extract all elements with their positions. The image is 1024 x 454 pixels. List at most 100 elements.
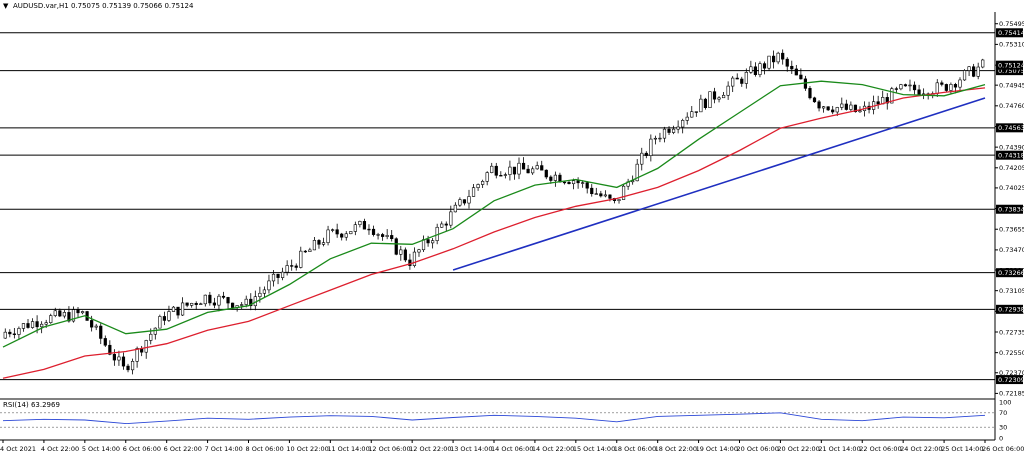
trendline <box>452 97 986 271</box>
candle-body <box>799 74 803 80</box>
candle-body <box>171 306 176 312</box>
candle-body <box>421 239 426 251</box>
candle-body <box>685 116 689 121</box>
time-tick-label: 4 Oct 2021 <box>0 445 36 453</box>
rsi-level-label: 0 <box>999 434 1003 442</box>
candle-body <box>331 229 335 231</box>
candle-body <box>785 58 789 67</box>
candle-body <box>890 88 894 104</box>
candle-body <box>385 235 389 237</box>
candle-body <box>121 356 126 367</box>
candle-body <box>417 249 421 253</box>
candle-body <box>962 70 967 81</box>
level-badge <box>996 150 1023 160</box>
candle-body <box>294 265 298 268</box>
candle-body <box>221 295 226 298</box>
candle-body <box>972 66 976 77</box>
candle-body <box>44 322 48 325</box>
candle-body <box>462 199 467 204</box>
candle-body <box>449 211 453 226</box>
candle-body <box>49 315 53 323</box>
candle-body <box>431 240 435 244</box>
candle-body <box>321 242 326 245</box>
time-tick-label: 20 Oct 06:00 <box>737 445 779 453</box>
time-tick-label: 14 Oct 06:00 <box>491 445 533 453</box>
candle-body <box>494 165 498 176</box>
candle-body <box>831 109 835 113</box>
candle-body <box>508 166 512 175</box>
candle-body <box>490 165 494 173</box>
candle-body <box>694 111 698 113</box>
candle-body <box>835 107 839 113</box>
candle-body <box>158 316 162 329</box>
candle-body <box>590 187 594 195</box>
candle-body <box>808 88 812 99</box>
candle-body <box>108 344 112 355</box>
candle-body <box>608 194 612 199</box>
candle-body <box>126 365 130 371</box>
candle-body <box>617 199 621 201</box>
level-badge-label: 0.73834 <box>998 206 1024 214</box>
candle-body <box>894 88 898 90</box>
candle-body <box>499 175 503 177</box>
price-tick-label: 0.72550 <box>999 349 1024 357</box>
time-tick-label: 21 Oct 14:00 <box>818 445 860 453</box>
symbol-info: AUDUSD.var,H1 0.75075 0.75139 0.75066 0.… <box>13 2 194 10</box>
candle-body <box>249 298 253 307</box>
price-tick-label: 0.74390 <box>999 143 1024 151</box>
candle-body <box>271 273 276 282</box>
rsi-level-label: 30 <box>999 424 1007 432</box>
candle-body <box>185 302 189 306</box>
candle-body <box>40 323 44 328</box>
candle-body <box>908 84 912 87</box>
candle-body <box>103 338 107 346</box>
candle-body <box>67 312 71 322</box>
candle-body <box>958 79 962 88</box>
candle-body <box>531 168 535 174</box>
candle-body <box>526 168 530 174</box>
candle-body <box>658 137 662 140</box>
candle-body <box>353 224 357 232</box>
candle-body <box>176 306 180 316</box>
rsi-level-label: 100 <box>999 398 1011 406</box>
candle-body <box>976 66 980 77</box>
candle-body <box>708 91 712 108</box>
time-tick-label: 24 Oct 22:00 <box>900 445 942 453</box>
candle-body <box>690 111 694 118</box>
candle-body <box>703 98 708 108</box>
candle-body <box>340 233 344 238</box>
candle-body <box>767 55 771 69</box>
time-tick-label: 15 Oct 14:00 <box>573 445 615 453</box>
candle-body <box>453 204 457 213</box>
candle-body <box>144 340 148 353</box>
time-tick-label: 7 Oct 14:00 <box>205 445 243 453</box>
rsi-levels: 100 70 30 0 <box>0 398 1011 442</box>
time-tick-label: 8 Oct 06:00 <box>246 445 284 453</box>
candle-body <box>653 137 657 140</box>
candle-body <box>458 199 462 206</box>
candle-body <box>440 223 444 228</box>
candle-body <box>717 97 721 100</box>
time-tick-label: 12 Oct 06:00 <box>368 445 410 453</box>
time-tick-label: 5 Oct 14:00 <box>82 445 120 453</box>
level-badge <box>996 123 1023 133</box>
candle-body <box>749 66 753 73</box>
candle-body <box>390 235 394 240</box>
dropdown-arrow-icon[interactable]: ▼ <box>3 2 9 10</box>
candle-body <box>412 251 417 266</box>
ma-fast-line <box>2 80 986 348</box>
level-badge <box>996 375 1023 385</box>
candle-body <box>394 238 398 255</box>
candle-body <box>876 101 880 105</box>
time-tick-label: 26 Oct 06:00 <box>982 445 1024 453</box>
candle-body <box>299 250 303 268</box>
candle-body <box>203 294 207 305</box>
candle-body <box>335 229 339 235</box>
candle-body <box>90 320 94 328</box>
candle-body <box>371 228 376 235</box>
candle-body <box>199 303 203 305</box>
candle-body <box>240 304 244 306</box>
candle-body <box>467 196 471 204</box>
candles <box>3 49 985 375</box>
